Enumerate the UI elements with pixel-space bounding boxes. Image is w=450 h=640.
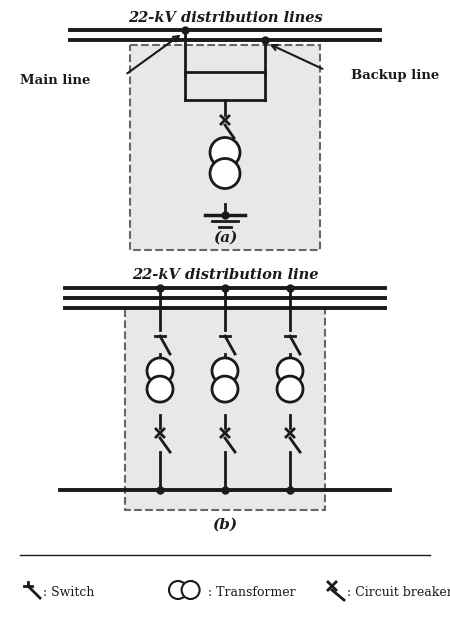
Text: (b): (b)	[212, 518, 238, 532]
Text: : Transformer: : Transformer	[208, 586, 296, 598]
Circle shape	[169, 581, 187, 599]
Circle shape	[277, 358, 303, 384]
Text: 22-kV distribution lines: 22-kV distribution lines	[128, 11, 322, 25]
Circle shape	[147, 376, 173, 402]
Circle shape	[210, 159, 240, 189]
Text: 22-kV distribution line: 22-kV distribution line	[132, 268, 318, 282]
Circle shape	[212, 358, 238, 384]
Circle shape	[210, 138, 240, 168]
Circle shape	[182, 581, 200, 599]
Text: : Circuit breaker: : Circuit breaker	[347, 586, 450, 598]
Bar	[125, 308, 325, 510]
Circle shape	[212, 376, 238, 402]
Text: Backup line: Backup line	[351, 68, 439, 81]
Circle shape	[147, 358, 173, 384]
Text: (a): (a)	[213, 231, 237, 245]
Text: Main line: Main line	[20, 74, 90, 86]
Text: : Switch: : Switch	[43, 586, 94, 598]
Bar	[130, 45, 320, 250]
Circle shape	[277, 376, 303, 402]
